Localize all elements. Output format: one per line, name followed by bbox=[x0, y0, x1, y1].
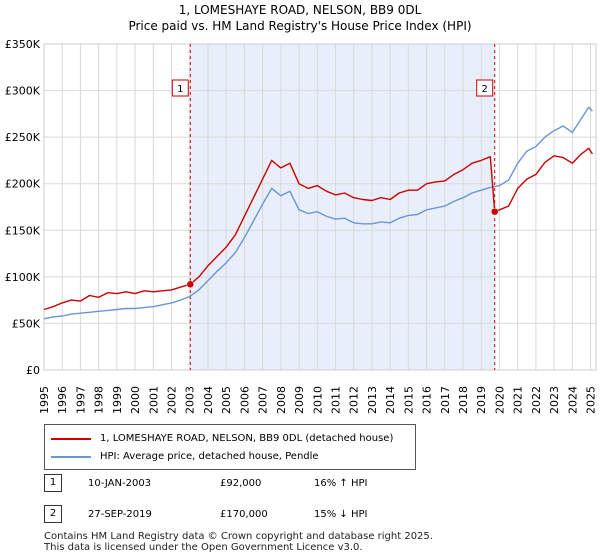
x-tick-label: 2012 bbox=[348, 386, 361, 414]
transaction-number: 2 bbox=[44, 505, 62, 523]
transaction-date: 10-JAN-2003 bbox=[88, 478, 152, 489]
x-tick-label: 1996 bbox=[56, 386, 69, 414]
footer-line-2: This data is licensed under the Open Gov… bbox=[44, 542, 363, 553]
x-tick-label: 2003 bbox=[184, 386, 197, 414]
marker-label: 2 bbox=[482, 84, 488, 95]
footer-line-1: Contains HM Land Registry data © Crown c… bbox=[44, 531, 433, 542]
y-tick-label: £50K bbox=[12, 317, 41, 330]
x-tick-label: 2002 bbox=[166, 386, 179, 414]
hpi-line bbox=[43, 106, 593, 320]
legend-item-property: 1, LOMESHAYE ROAD, NELSON, BB9 0DL (deta… bbox=[45, 430, 413, 448]
legend: 1, LOMESHAYE ROAD, NELSON, BB9 0DL (deta… bbox=[44, 424, 416, 470]
transaction-hpi-delta: 15% ↓ HPI bbox=[314, 509, 368, 520]
series-lines bbox=[43, 106, 593, 320]
marker-label-box bbox=[476, 79, 494, 97]
x-tick-label: 2009 bbox=[293, 386, 306, 414]
x-axis-ticks: 1995 1996 1997 1998 1999 2000 2001 2002 2003 2004… bbox=[38, 386, 598, 414]
x-tick-label: 1999 bbox=[111, 386, 124, 414]
legend-label-property: 1, LOMESHAYE ROAD, NELSON, BB9 0DL (deta… bbox=[100, 433, 394, 444]
y-tick-label: £0 bbox=[26, 364, 40, 377]
transaction-price: £92,000 bbox=[220, 478, 262, 489]
y-tick-label: £150K bbox=[5, 224, 41, 237]
sale-points bbox=[186, 207, 499, 289]
x-tick-label: 2025 bbox=[585, 386, 598, 414]
x-tick-label: 2000 bbox=[129, 386, 142, 414]
x-tick-label: 2023 bbox=[548, 386, 561, 414]
legend-swatch-property bbox=[51, 438, 91, 440]
x-tick-label: 2019 bbox=[475, 386, 488, 414]
transaction-row: 2 27-SEP-2019 £170,000 15% ↓ HPI bbox=[44, 505, 444, 523]
x-tick-label: 2008 bbox=[275, 386, 288, 414]
x-tick-label: 1995 bbox=[38, 386, 51, 414]
y-tick-label: £100K bbox=[5, 271, 41, 284]
x-tick-label: 2005 bbox=[220, 386, 233, 414]
x-tick-label: 2006 bbox=[238, 386, 251, 414]
transaction-hpi-delta: 16% ↑ HPI bbox=[314, 478, 368, 489]
legend-swatch-hpi bbox=[51, 456, 91, 458]
x-tick-label: 2015 bbox=[402, 386, 415, 414]
property-price-line bbox=[43, 147, 593, 311]
x-tick-label: 2022 bbox=[530, 386, 543, 414]
y-tick-label: £250K bbox=[5, 131, 41, 144]
transaction-price: £170,000 bbox=[220, 509, 268, 520]
sale-point bbox=[490, 207, 499, 216]
y-tick-label: £300K bbox=[5, 85, 41, 98]
y-axis-ticks: £0 £50K £100K £150K £200K £250K £300K £350K bbox=[5, 38, 41, 377]
legend-item-hpi: HPI: Average price, detached house, Pend… bbox=[45, 448, 413, 466]
plot-frame bbox=[43, 43, 597, 371]
x-tick-label: 2007 bbox=[257, 386, 270, 414]
transaction-date: 27-SEP-2019 bbox=[88, 509, 152, 520]
x-tick-label: 2014 bbox=[384, 386, 397, 414]
y-tick-label: £200K bbox=[5, 178, 41, 191]
x-tick-label: 1998 bbox=[93, 386, 106, 414]
price-chart: 1, LOMESHAYE ROAD, NELSON, BB9 0DL Price… bbox=[5, 3, 598, 414]
x-tick-label: 2013 bbox=[366, 386, 379, 414]
y-tick-label: £350K bbox=[5, 38, 41, 51]
x-tick-label: 2004 bbox=[202, 386, 215, 414]
transaction-row: 1 10-JAN-2003 £92,000 16% ↑ HPI bbox=[44, 474, 444, 492]
marker-label: 1 bbox=[177, 84, 183, 95]
transaction-number: 1 bbox=[44, 474, 62, 492]
sale-point bbox=[186, 280, 195, 289]
x-tick-label: 2001 bbox=[147, 386, 160, 414]
x-tick-label: 1997 bbox=[74, 386, 87, 414]
x-tick-label: 2017 bbox=[439, 386, 452, 414]
x-tick-label: 2021 bbox=[512, 386, 525, 414]
marker-label-box bbox=[171, 79, 189, 97]
footer-attribution: Contains HM Land Registry data © Crown c… bbox=[44, 531, 433, 553]
x-tick-label: 2018 bbox=[457, 386, 470, 414]
x-tick-label: 2016 bbox=[421, 386, 434, 414]
x-tick-label: 2010 bbox=[311, 386, 324, 414]
x-tick-label: 2011 bbox=[329, 386, 342, 414]
chart-title: 1, LOMESHAYE ROAD, NELSON, BB9 0DL bbox=[179, 3, 422, 17]
legend-label-hpi: HPI: Average price, detached house, Pend… bbox=[100, 451, 319, 462]
grid bbox=[43, 43, 596, 371]
purchase-period-shade bbox=[190, 44, 495, 370]
x-tick-label: 2024 bbox=[566, 386, 579, 414]
chart-subtitle: Price paid vs. HM Land Registry's House … bbox=[128, 19, 471, 33]
x-tick-label: 2020 bbox=[493, 386, 506, 414]
